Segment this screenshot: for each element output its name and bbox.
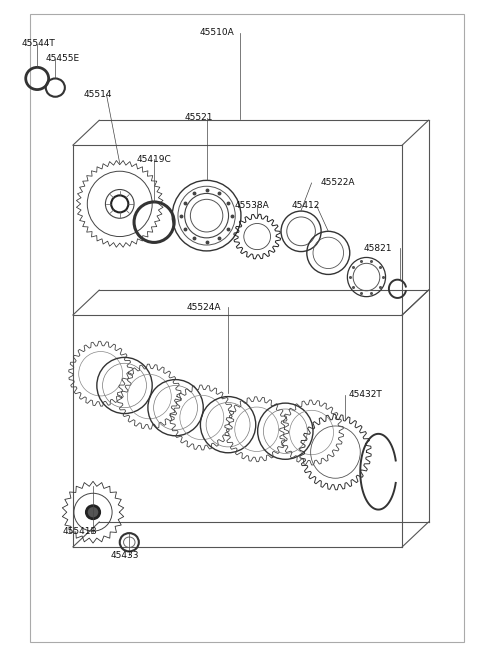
Text: 45541B: 45541B xyxy=(62,527,97,537)
Text: 45419C: 45419C xyxy=(136,155,171,164)
Text: 45538A: 45538A xyxy=(234,201,269,210)
Text: 45433: 45433 xyxy=(110,551,139,560)
Text: 45432T: 45432T xyxy=(349,390,383,399)
Text: 45510A: 45510A xyxy=(199,28,234,37)
Text: 45521: 45521 xyxy=(184,113,213,122)
Text: 45412: 45412 xyxy=(291,201,320,210)
Text: 45821: 45821 xyxy=(363,244,392,253)
Text: 45522A: 45522A xyxy=(320,178,355,188)
Text: 45524A: 45524A xyxy=(187,302,221,312)
Text: 45544T: 45544T xyxy=(22,39,55,49)
Text: 45514: 45514 xyxy=(84,90,112,98)
Text: 45455E: 45455E xyxy=(45,54,79,64)
Ellipse shape xyxy=(86,506,100,519)
